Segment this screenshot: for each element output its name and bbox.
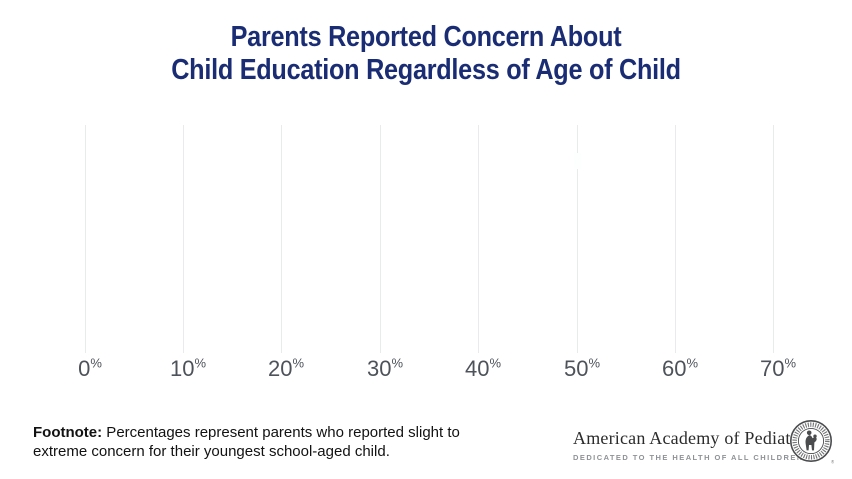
- percent-sign: %: [90, 355, 102, 371]
- page-title: Parents Reported Concern About Child Edu…: [55, 21, 796, 87]
- tick-number: 50: [563, 356, 589, 381]
- gridline-70pct: [773, 125, 774, 353]
- percent-sign: %: [588, 355, 601, 371]
- x-tick-70: 70%: [733, 356, 823, 382]
- gridline-30pct: [380, 125, 381, 353]
- gridline-50pct: [577, 125, 578, 353]
- tick-number: 70: [759, 356, 785, 381]
- chart-plot-area: [0, 125, 852, 353]
- tick-number: 40: [464, 356, 490, 381]
- percent-sign: %: [391, 355, 404, 371]
- tick-number: 10: [169, 356, 195, 381]
- gridline-10pct: [183, 125, 184, 353]
- x-tick-10: 10%: [143, 356, 233, 382]
- footnote-label: Footnote:: [33, 424, 103, 441]
- percent-sign: %: [686, 355, 699, 371]
- aap-seal-icon: ®: [789, 419, 834, 465]
- gridline-0pct: [85, 125, 86, 353]
- percent-sign: %: [292, 355, 305, 371]
- tick-number: 0: [78, 356, 91, 381]
- footnote: Footnote: Percentages represent parents …: [33, 423, 463, 461]
- percent-sign: %: [194, 355, 207, 371]
- x-tick-60: 60%: [635, 356, 725, 382]
- gridline-40pct: [478, 125, 479, 353]
- x-tick-0: 0%: [45, 356, 135, 382]
- footnote-text: Percentages represent parents who report…: [33, 424, 460, 460]
- aap-logo-tagline: DEDICATED TO THE HEALTH OF ALL CHILDREN®: [573, 453, 811, 462]
- svg-text:®: ®: [831, 459, 834, 465]
- x-tick-30: 30%: [340, 356, 430, 382]
- x-tick-50: 50%: [537, 356, 627, 382]
- x-tick-20: 20%: [241, 356, 331, 382]
- x-tick-40: 40%: [438, 356, 528, 382]
- gridline-20pct: [281, 125, 282, 353]
- gridline-60pct: [675, 125, 676, 353]
- tick-number: 20: [267, 356, 293, 381]
- page-title-line-2: Child Education Regardless of Age of Chi…: [171, 54, 681, 86]
- percent-sign: %: [489, 355, 502, 371]
- tick-number: 30: [366, 356, 392, 381]
- page-title-line-1: Parents Reported Concern About: [230, 21, 622, 53]
- aap-logo-wordmark: American Academy of Pediatrics: [573, 428, 818, 448]
- aap-logo: American Academy of Pediatrics DEDICATED…: [573, 428, 818, 462]
- tick-number: 60: [661, 356, 687, 381]
- gridline-white-blip: [574, 153, 581, 169]
- percent-sign: %: [784, 355, 797, 371]
